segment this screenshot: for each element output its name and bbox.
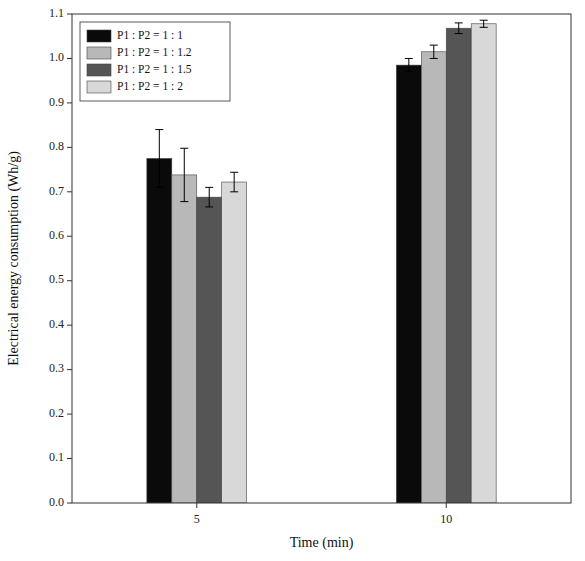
y-tick [67,102,72,103]
bar [446,28,471,503]
legend-label: P1 : P2 = 1 : 1.5 [117,63,192,75]
x-axis-label: Time (min) [290,535,354,551]
plot-frame [72,14,571,503]
error-cap [180,148,188,149]
error-bar [405,58,413,71]
y-axis-label: Electrical energy consumption (Wh/g) [6,151,22,366]
error-line [483,20,484,27]
y-axis: 0.0 0.1 0.2 0.3 0.4 0.5 0.6 0.7 0.8 0.9 1.0 1.1 [49,6,72,509]
y-tick [67,325,72,326]
legend-swatch [87,30,111,42]
y-tick-label: 0.1 [49,450,64,464]
error-line [458,23,459,34]
error-line [209,187,210,207]
legend-swatch [87,47,111,59]
y-tick-label: 1.0 [49,50,64,64]
y-tick [67,458,72,459]
legend-swatch [87,64,111,76]
error-line [234,172,235,192]
legend-box [80,22,230,101]
error-bar [155,130,163,188]
y-tick-label: 0.4 [49,317,64,331]
error-line [433,45,434,58]
x-tick [446,503,447,508]
y-tick [67,191,72,192]
x-tick-label: 5 [194,512,200,526]
y-tick [67,280,72,281]
bar [172,175,197,503]
error-cap [480,20,488,21]
error-cap [455,22,463,23]
y-tick [67,414,72,415]
y-tick-label: 0.0 [49,495,64,509]
legend-swatch [87,81,111,93]
y-tick-label: 1.1 [49,6,64,20]
y-tick-label: 0.2 [49,406,64,420]
y-tick [67,236,72,237]
x-tick [196,503,197,508]
error-bar [455,23,463,34]
error-cap [205,206,213,207]
error-cap [430,45,438,46]
y-tick-label: 0.5 [49,272,64,286]
y-tick [67,147,72,148]
y-tick [67,369,72,370]
error-cap [230,172,238,173]
error-cap [230,191,238,192]
error-cap [405,58,413,59]
y-tick-label: 0.9 [49,95,64,109]
error-line [408,58,409,71]
y-tick [67,503,72,504]
legend-label: P1 : P2 = 1 : 1.2 [117,46,192,58]
bar [222,182,247,503]
y-tick-label: 0.6 [49,228,64,242]
error-cap [180,201,188,202]
error-bar [230,172,238,192]
chart-container: 0.0 0.1 0.2 0.3 0.4 0.5 0.6 0.7 0.8 0.9 1.0 1.1 5 10 T… [0,0,585,561]
bar [471,24,496,503]
legend: P1 : P2 = 1 : 1 P1 : P2 = 1 : 1.2 P1 : P2 … [80,22,230,101]
error-cap [455,33,463,34]
error-bar [205,187,213,207]
y-tick [67,58,72,59]
error-cap [155,187,163,188]
error-line [159,130,160,188]
legend-label: P1 : P2 = 1 : 2 [117,80,183,92]
bar [147,158,172,503]
chart-svg: 0.0 0.1 0.2 0.3 0.4 0.5 0.6 0.7 0.8 0.9 1.0 1.1 5 10 T… [0,0,585,561]
error-cap [480,27,488,28]
bar [396,65,421,503]
y-tick-label: 0.7 [49,184,64,198]
legend-label: P1 : P2 = 1 : 1 [117,29,183,41]
error-cap [155,129,163,130]
x-axis: 5 10 [194,503,453,526]
bar [421,52,446,503]
error-cap [405,71,413,72]
y-tick-label: 0.8 [49,139,64,153]
error-bar [430,45,438,58]
error-bar [480,20,488,27]
error-bar [180,148,188,201]
error-line [184,148,185,201]
y-tick [67,14,72,15]
y-tick-label: 0.3 [49,361,64,375]
x-tick-label: 10 [440,512,452,526]
error-cap [205,187,213,188]
bar [197,197,222,503]
error-cap [430,58,438,59]
